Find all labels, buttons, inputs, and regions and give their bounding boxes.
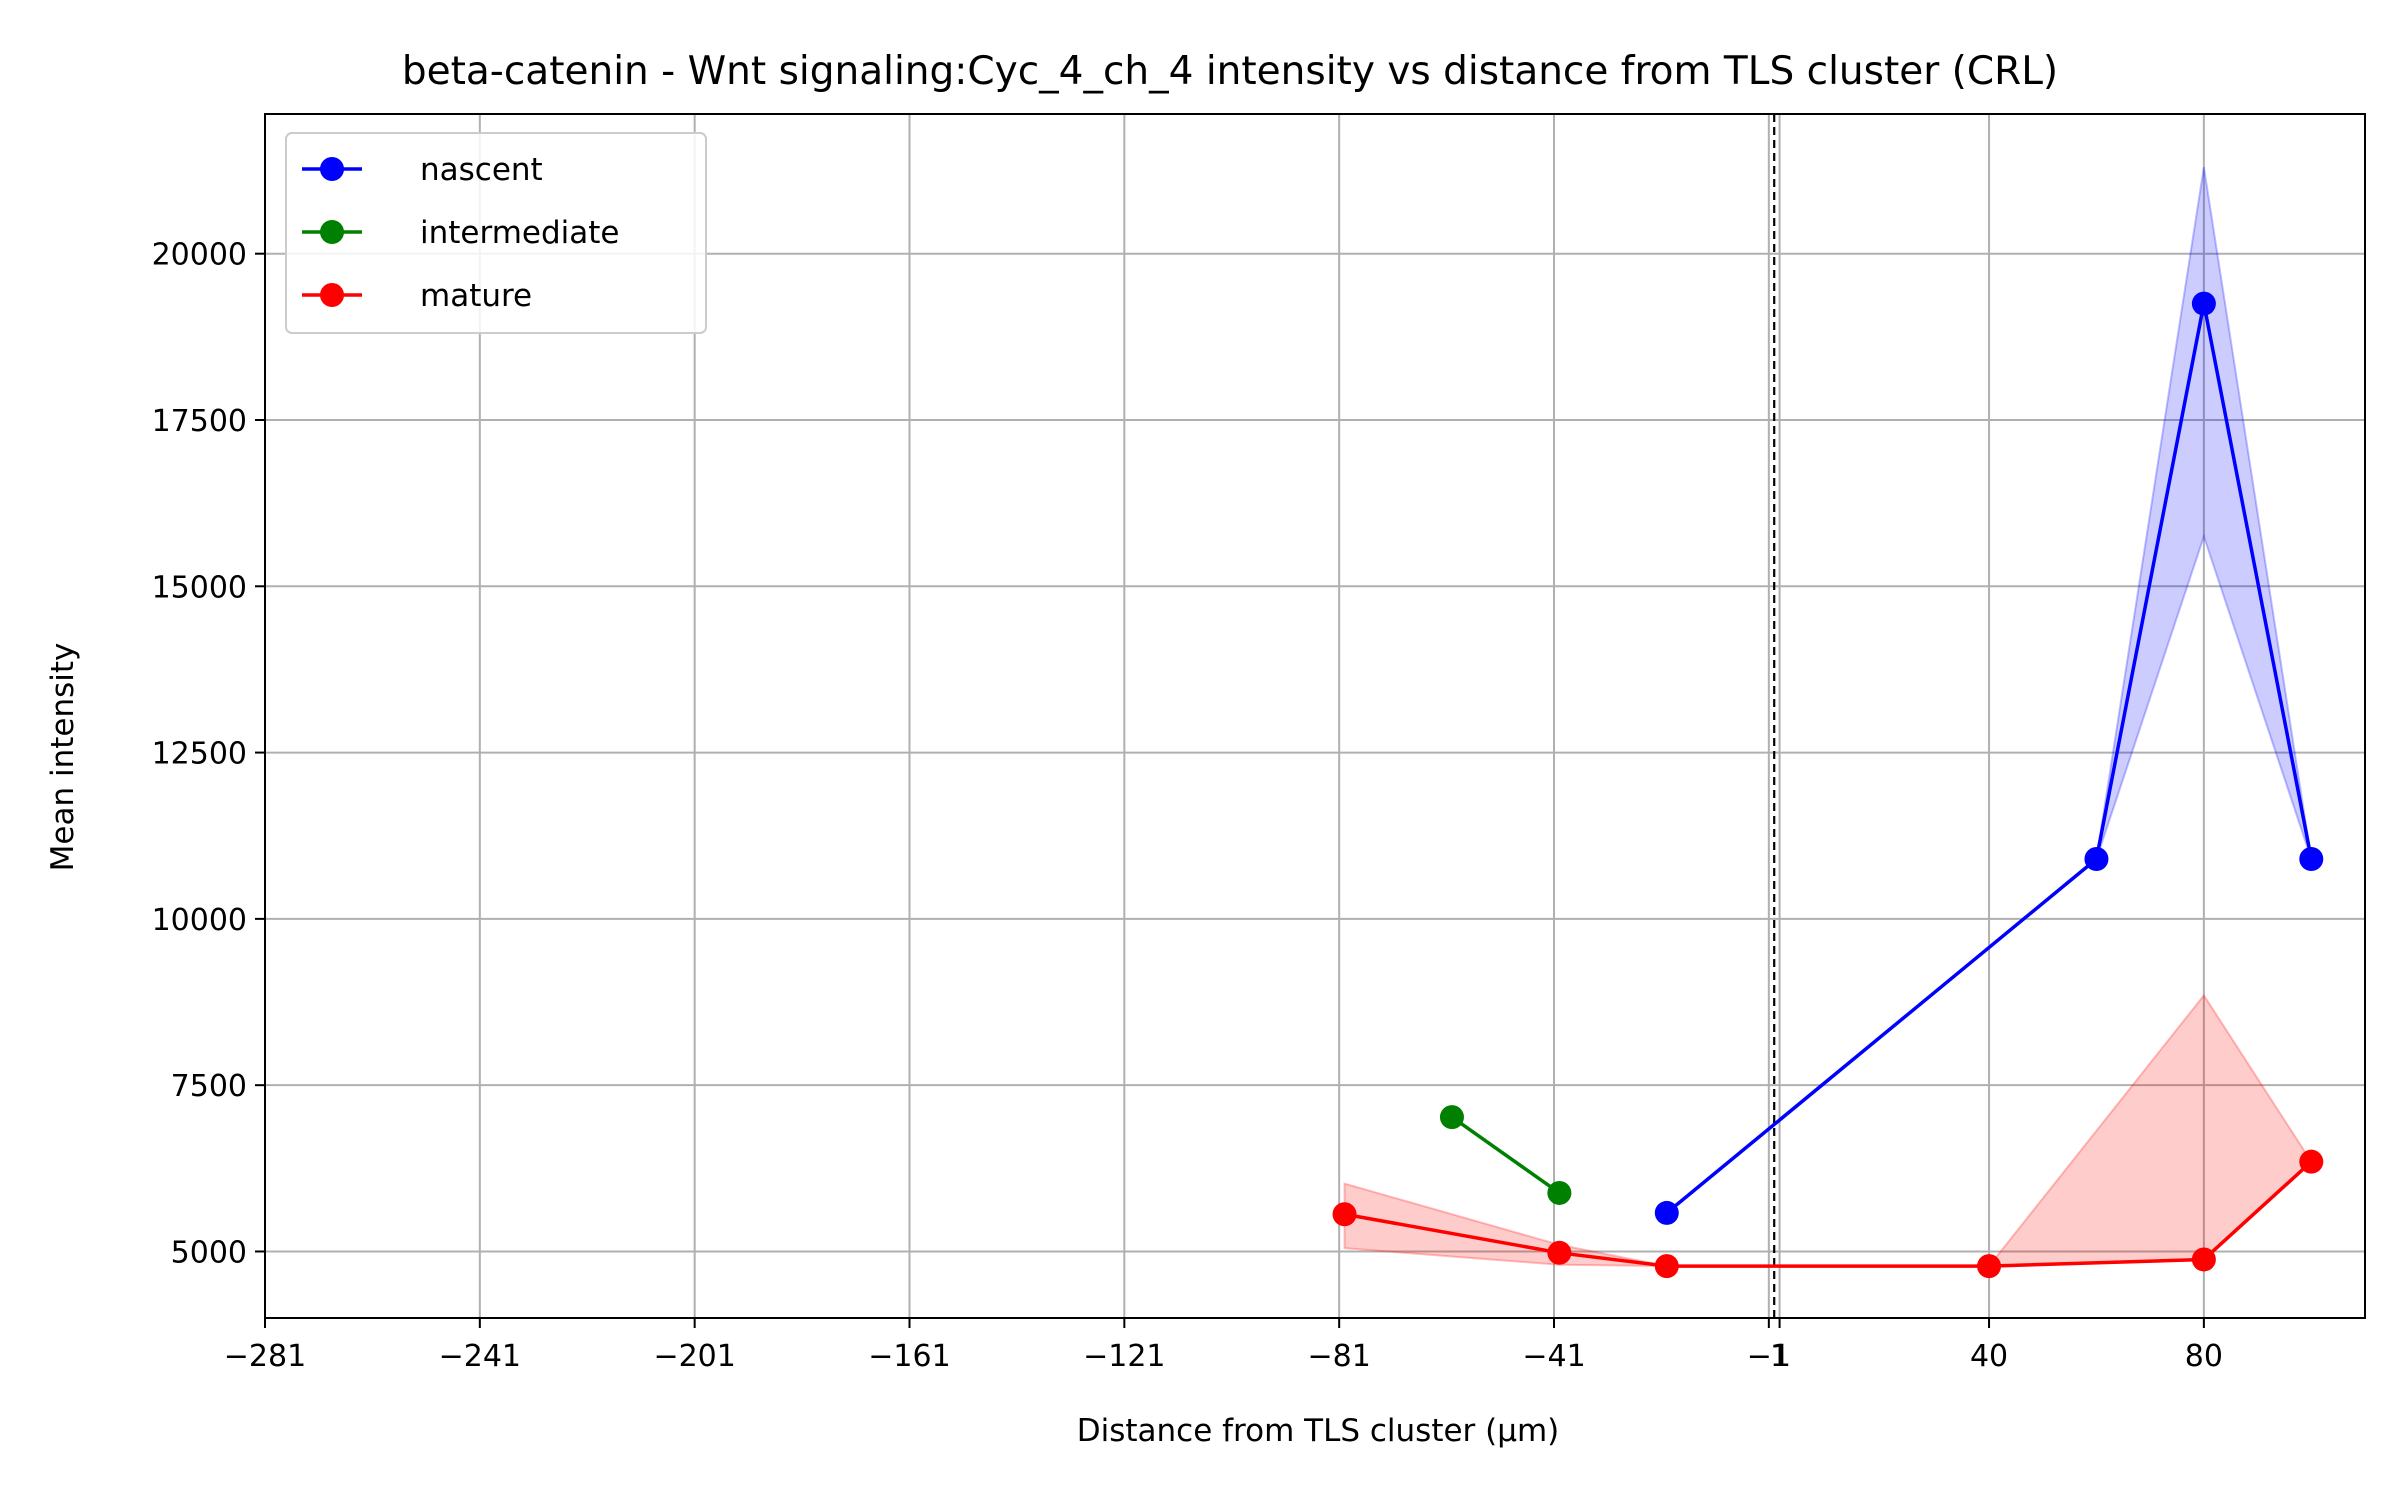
axis-ticks: −281 −241 −201 −161 −121 −81 −41 −11 40 80 5000 750… bbox=[152, 238, 2223, 1374]
x-axis-label: Distance from TLS cluster (μm) bbox=[1077, 1413, 1560, 1449]
x-tick-label: −201 bbox=[653, 1339, 735, 1374]
x-tick-label: −1 bbox=[1747, 1339, 1791, 1374]
x-tick-label: −161 bbox=[868, 1339, 950, 1374]
legend: nascent intermediate mature bbox=[285, 132, 707, 334]
x-tick-label: 1 bbox=[1770, 1339, 1789, 1374]
legend-label: mature bbox=[420, 278, 532, 314]
legend-label: intermediate bbox=[420, 215, 619, 251]
nascent-line bbox=[1665, 301, 2314, 1215]
x-tick-label: −121 bbox=[1083, 1339, 1165, 1374]
y-tick-label: 10000 bbox=[152, 903, 247, 938]
y-tick-label: 15000 bbox=[152, 570, 247, 605]
x-tick-label: −81 bbox=[1308, 1339, 1371, 1374]
intermediate-point bbox=[1547, 1180, 1572, 1205]
plot-frame bbox=[264, 113, 2366, 1319]
y-tick-label: 20000 bbox=[152, 238, 247, 273]
x-tick-label: 80 bbox=[2185, 1339, 2223, 1374]
legend-swatch-marker bbox=[320, 220, 344, 244]
y-tick-label: 12500 bbox=[152, 737, 247, 772]
legend-box bbox=[285, 132, 707, 334]
mature-point bbox=[2191, 1247, 2216, 1272]
x-tick-label: −281 bbox=[224, 1339, 306, 1374]
chart-title: beta-catenin - Wnt signaling:Cyc_4_ch_4 … bbox=[402, 49, 2058, 94]
nascent-point bbox=[2191, 291, 2216, 316]
mature-point bbox=[2299, 1149, 2324, 1174]
mature-point bbox=[1977, 1254, 2002, 1279]
mature-point bbox=[1332, 1202, 1357, 1227]
nascent-point bbox=[2084, 847, 2109, 872]
mature-point bbox=[1547, 1240, 1572, 1265]
legend-swatch-marker bbox=[320, 157, 344, 181]
series-lines bbox=[1344, 301, 2314, 1268]
y-tick-label: 5000 bbox=[171, 1235, 247, 1270]
intermediate-line bbox=[1450, 1115, 1561, 1195]
intermediate-point bbox=[1439, 1105, 1464, 1130]
mature-point bbox=[1654, 1254, 1679, 1279]
mature-line bbox=[1344, 1160, 2313, 1268]
legend-swatch-marker bbox=[320, 283, 344, 307]
nascent-point bbox=[2299, 847, 2324, 872]
y-tick-label: 17500 bbox=[152, 404, 247, 439]
x-tick-label: 40 bbox=[1970, 1339, 2008, 1374]
x-tick-label: −241 bbox=[439, 1339, 521, 1374]
x-tick-label: −41 bbox=[1522, 1339, 1585, 1374]
y-tick-label: 7500 bbox=[171, 1069, 247, 1104]
nascent-point bbox=[1654, 1200, 1679, 1225]
y-axis-label: Mean intensity bbox=[45, 643, 81, 872]
series-markers bbox=[1332, 291, 2324, 1279]
legend-label: nascent bbox=[420, 152, 543, 188]
